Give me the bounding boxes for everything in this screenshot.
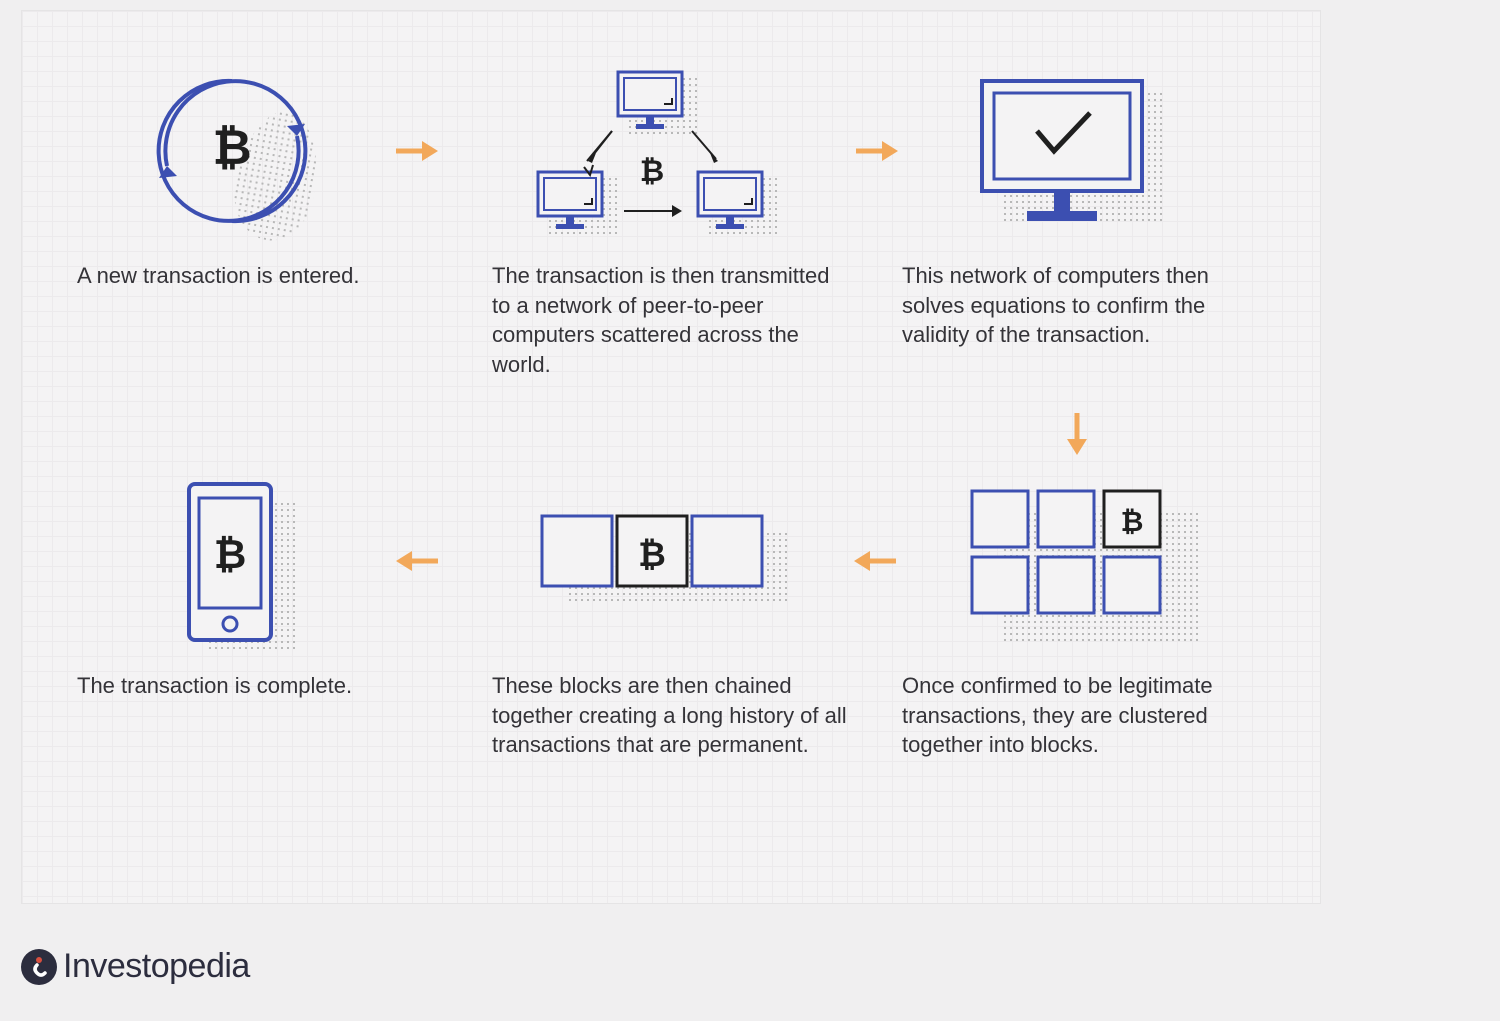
step-6: ₿ The transaction is complete. — [77, 471, 437, 701]
arrow-down-icon — [1057, 409, 1097, 459]
svg-text:₿: ₿ — [212, 122, 251, 175]
svg-text:₿: ₿ — [640, 155, 664, 188]
step-4-caption: Once confirmed to be legitimate transact… — [902, 671, 1262, 760]
step-5: ₿ These blocks are then chained together… — [492, 471, 852, 760]
step-2-caption: The transaction is then transmitted to a… — [492, 261, 852, 380]
brand-name: Investopedia — [63, 947, 250, 986]
brand-mark-icon — [21, 949, 57, 985]
block-grid-icon: ₿ — [902, 471, 1262, 671]
svg-text:₿: ₿ — [214, 533, 247, 577]
arrow-left-icon — [850, 541, 900, 581]
cycle-bitcoin-icon: ₿ — [77, 61, 437, 261]
brand-logo: Investopedia — [21, 947, 250, 986]
step-3: This network of computers then solves eq… — [902, 61, 1262, 350]
monitor-check-icon — [902, 61, 1262, 261]
phone-bitcoin-icon: ₿ — [77, 471, 437, 671]
arrow-right-icon — [852, 131, 902, 171]
network-peers-icon: ₿ — [492, 61, 852, 261]
step-1: ₿ A new transaction is entered. — [77, 61, 437, 291]
arrow-right-icon — [392, 131, 442, 171]
step-5-caption: These blocks are then chained together c… — [492, 671, 852, 760]
diagram-canvas: ₿ A new transaction is entered. — [21, 10, 1321, 904]
step-1-caption: A new transaction is entered. — [77, 261, 437, 291]
step-3-caption: This network of computers then solves eq… — [902, 261, 1262, 350]
block-chain-icon: ₿ — [492, 471, 852, 671]
step-6-caption: The transaction is complete. — [77, 671, 437, 701]
step-2: ₿ The transaction is then transmitted to… — [492, 61, 852, 380]
svg-text:₿: ₿ — [1121, 506, 1144, 537]
arrow-left-icon — [392, 541, 442, 581]
step-4: ₿ Once confirmed to be legitimate transa… — [902, 471, 1262, 760]
svg-text:₿: ₿ — [638, 536, 666, 574]
